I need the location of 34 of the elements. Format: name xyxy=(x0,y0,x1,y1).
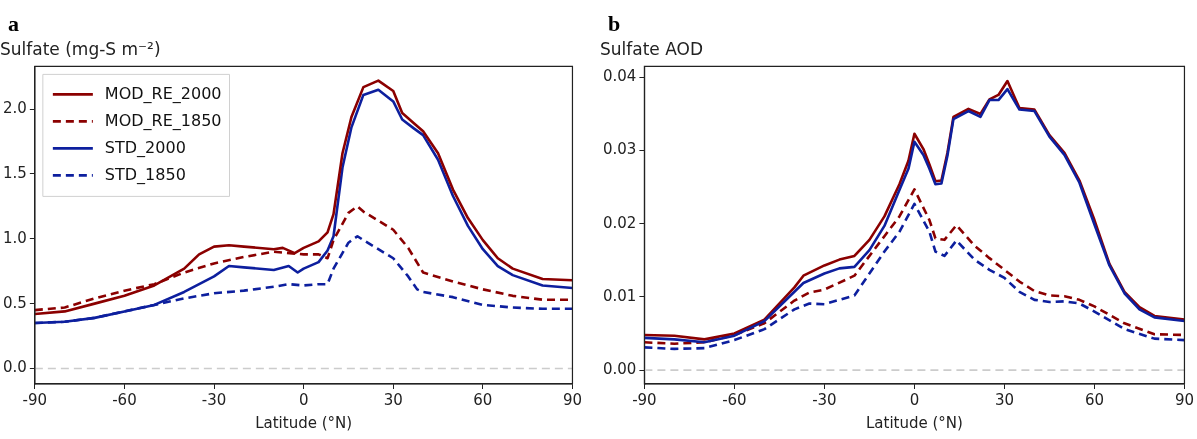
x-tick-label: -90 xyxy=(22,390,48,409)
y-tick-label: 0.0 xyxy=(3,358,27,377)
x-tick-label: -90 xyxy=(632,390,657,409)
y-tick-label: 1.5 xyxy=(3,163,27,182)
x-tick-label: -60 xyxy=(722,390,747,409)
legend-label: STD_1850 xyxy=(104,164,186,185)
y-tick-label: 0.03 xyxy=(602,140,637,159)
x-tick-label: 60 xyxy=(473,390,493,409)
x-tick-label: -60 xyxy=(112,390,137,409)
text: b xyxy=(608,10,621,36)
legend-label: STD_2000 xyxy=(104,137,186,158)
x-tick-label: 0 xyxy=(298,390,309,409)
y-tick-label: 0.01 xyxy=(602,286,637,305)
legend-label: MOD_RE_2000 xyxy=(104,83,222,104)
x-tick-label: -30 xyxy=(201,390,227,409)
y-tick-label: 0.00 xyxy=(602,359,637,378)
x-tick-label: 90 xyxy=(562,390,582,409)
x-axis-title: Latitude (°N) xyxy=(865,413,963,432)
y-tick-label: 0.5 xyxy=(3,293,27,312)
x-tick-label: 30 xyxy=(994,390,1014,409)
x-tick-label: 0 xyxy=(909,390,920,409)
x-tick-label: 60 xyxy=(1084,390,1104,409)
y-tick-label: 0.04 xyxy=(602,67,637,86)
y-tick-label: 1.0 xyxy=(3,228,27,247)
chart-title: Sulfate AOD xyxy=(600,38,704,59)
x-tick-label: -30 xyxy=(812,390,837,409)
x-axis-title: Latitude (°N) xyxy=(255,413,353,432)
y-tick-label: 2.0 xyxy=(3,99,27,118)
y-tick-label: 0.02 xyxy=(602,213,637,232)
chart-title: Sulfate (mg-S m⁻²) xyxy=(0,38,161,59)
text: a xyxy=(8,10,19,36)
x-tick-label: 30 xyxy=(383,390,403,409)
x-tick-label: 90 xyxy=(1174,390,1194,409)
legend-label: MOD_RE_1850 xyxy=(104,110,222,131)
